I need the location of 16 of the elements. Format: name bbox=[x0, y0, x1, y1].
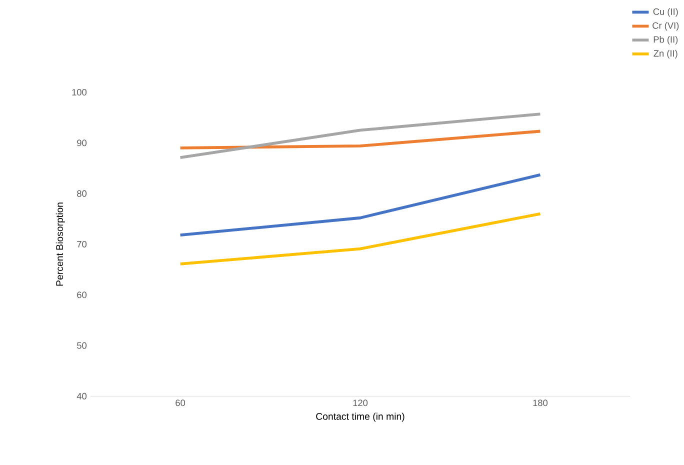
y-tick-label: 70 bbox=[77, 240, 87, 248]
y-tick-label: 90 bbox=[77, 140, 87, 146]
y-tick-label: 60 bbox=[77, 292, 87, 298]
legend-label: Pb (II) bbox=[654, 36, 678, 44]
x-tick-label: 120 bbox=[353, 400, 368, 406]
y-tick-label: 40 bbox=[76, 392, 87, 400]
y-tick-label: 100 bbox=[72, 88, 87, 96]
legend-label: Zn (II) bbox=[654, 50, 678, 58]
x-tick-label: 60 bbox=[176, 400, 186, 406]
y-tick-label: 80 bbox=[77, 190, 87, 197]
x-tick-label: 180 bbox=[533, 400, 548, 406]
y-axis-title: Percent Biosorption bbox=[56, 202, 65, 286]
legend-label: Cu (II) bbox=[653, 8, 678, 17]
y-tick-label: 50 bbox=[77, 342, 87, 349]
x-axis-title: Contact time (in min) bbox=[316, 412, 404, 422]
legend-label: Cr (VI) bbox=[652, 22, 679, 31]
